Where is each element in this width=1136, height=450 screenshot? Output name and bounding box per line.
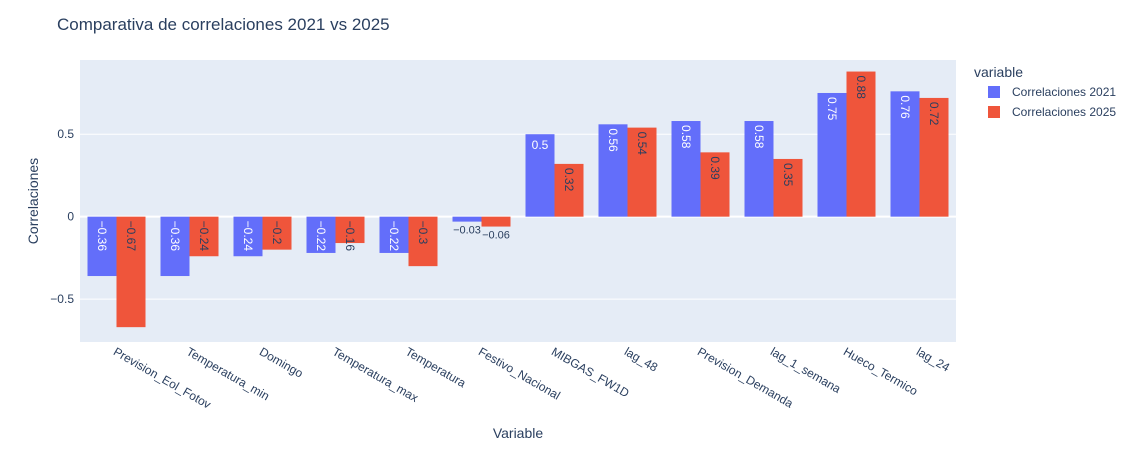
- bar-2021: [744, 121, 774, 217]
- data-label: −0.36: [168, 221, 182, 252]
- y-tick-label: 0: [67, 210, 74, 224]
- data-label: −0.2: [270, 221, 284, 245]
- data-label: −0.24: [241, 221, 255, 252]
- plot-area: [80, 60, 956, 342]
- data-label: −0.22: [387, 221, 401, 252]
- bar-2025: [846, 71, 876, 217]
- data-label: −0.67: [124, 221, 138, 252]
- x-tick-label: lag_48: [622, 344, 660, 374]
- data-label: −0.16: [343, 221, 357, 252]
- legend-item-label[interactable]: Correlaciones 2025: [1012, 105, 1116, 119]
- bar-2021: [306, 216, 336, 253]
- data-label: −0.36: [95, 221, 109, 252]
- bar-2021: [160, 216, 190, 277]
- bars: [87, 71, 949, 328]
- y-axis-title: Correlaciones: [25, 158, 41, 244]
- data-label: 0.5: [532, 138, 549, 152]
- x-tick-label: Festivo_Nacional: [476, 344, 563, 402]
- data-label: 0.39: [708, 156, 722, 180]
- legend-swatch[interactable]: [988, 106, 1000, 118]
- bar-2025: [262, 216, 292, 250]
- data-label: −0.03: [453, 225, 481, 237]
- data-label: 0.72: [927, 102, 941, 126]
- bar-2025: [189, 216, 219, 257]
- x-tick-label: Domingo: [257, 344, 306, 380]
- bar-2025: [481, 216, 511, 227]
- bar-2021: [452, 216, 482, 222]
- data-label: 0.35: [781, 163, 795, 187]
- x-tick-label: Temperatura: [403, 344, 469, 390]
- x-axis-ticks: Prevision_Eol_FotovTemperatura_minDoming…: [111, 344, 952, 411]
- bar-2021: [87, 216, 117, 277]
- data-label: 0.75: [825, 97, 839, 121]
- legend-swatch[interactable]: [988, 86, 1000, 98]
- x-axis-title: Variable: [493, 425, 544, 441]
- data-label: −0.22: [314, 221, 328, 252]
- bar-2025: [116, 216, 146, 328]
- legend-item-label[interactable]: Correlaciones 2021: [1012, 85, 1116, 99]
- data-label: 0.88: [854, 76, 868, 100]
- data-label: −0.06: [482, 230, 510, 242]
- bar-2021: [233, 216, 263, 257]
- data-labels: −0.36 −0.36 −0.24 −0.22 −0.22 −0.03 0.5 0.56 0.5…: [95, 76, 941, 252]
- bar-2021: [890, 91, 920, 217]
- data-label: 0.32: [562, 168, 576, 192]
- x-tick-label: Hueco_Termico: [841, 344, 920, 398]
- x-tick-label: lag_24: [914, 344, 952, 374]
- bar-2021: [598, 124, 628, 217]
- data-label: 0.54: [635, 132, 649, 156]
- data-label: 0.58: [752, 125, 766, 149]
- bar-2021: [525, 134, 555, 217]
- gridlines: [80, 133, 956, 300]
- data-label: −0.3: [416, 221, 430, 245]
- data-label: 0.56: [606, 128, 620, 152]
- bar-2025: [408, 216, 438, 267]
- data-label: −0.24: [197, 221, 211, 252]
- data-label: 0.76: [898, 95, 912, 119]
- bar-2021: [379, 216, 409, 253]
- legend: variable Correlaciones 2021 Correlaciones…: [974, 64, 1116, 119]
- data-label: 0.58: [679, 125, 693, 149]
- bar-2021: [817, 92, 847, 217]
- bar-2025: [773, 158, 803, 217]
- bar-2025: [919, 97, 949, 217]
- y-axis-ticks: −0.5 0 0.5: [50, 127, 74, 306]
- chart-title: Comparativa de correlaciones 2021 vs 202…: [57, 15, 390, 34]
- y-tick-label: 0.5: [57, 127, 74, 141]
- legend-title: variable: [974, 64, 1023, 80]
- y-tick-label: −0.5: [50, 292, 74, 306]
- bar-2025: [700, 152, 730, 217]
- bar-2025: [554, 163, 584, 217]
- bar-2021: [671, 121, 701, 217]
- bar-2025: [627, 127, 657, 217]
- bar-2025: [335, 216, 365, 244]
